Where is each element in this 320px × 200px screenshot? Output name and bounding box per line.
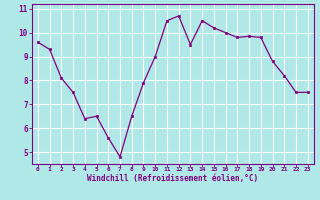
X-axis label: Windchill (Refroidissement éolien,°C): Windchill (Refroidissement éolien,°C) xyxy=(87,174,258,183)
